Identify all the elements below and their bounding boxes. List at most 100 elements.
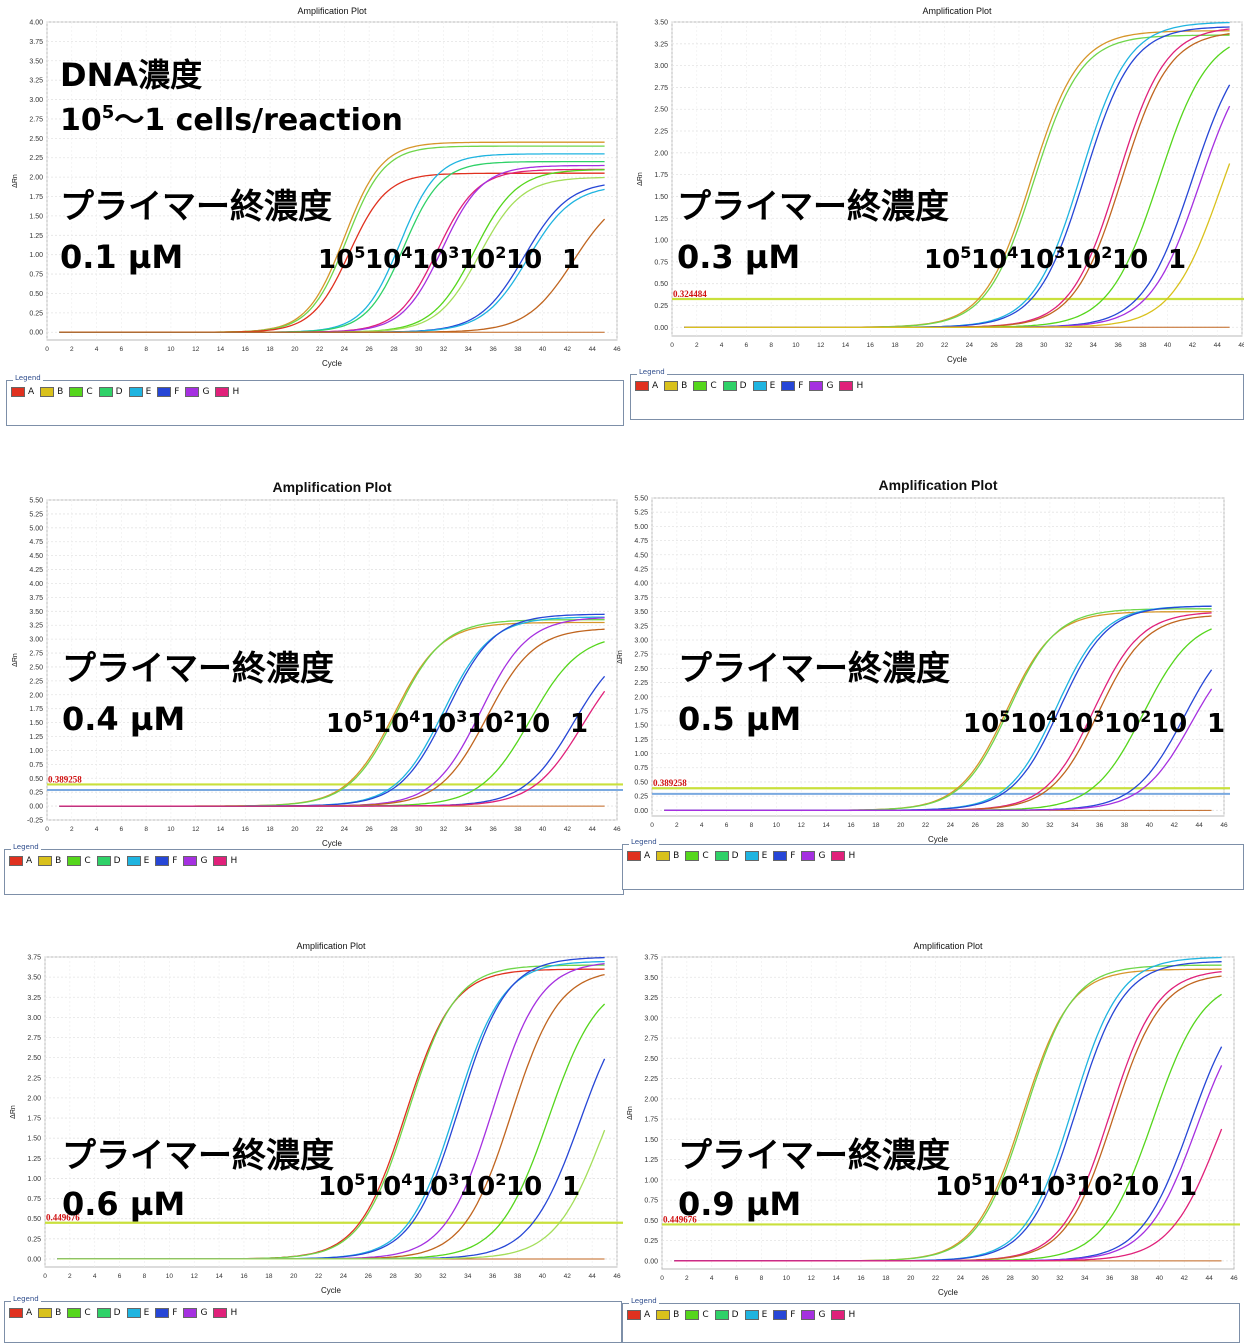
legend-label: H bbox=[848, 851, 856, 861]
legend-item[interactable]: C bbox=[69, 387, 93, 397]
legend-item[interactable]: C bbox=[685, 1310, 709, 1320]
x-tick-label: 12 bbox=[191, 1273, 199, 1280]
legend-item[interactable]: D bbox=[714, 1310, 739, 1320]
legend-item[interactable]: H bbox=[213, 1308, 237, 1318]
legend-item[interactable]: A bbox=[627, 1310, 650, 1320]
legend-item[interactable]: E bbox=[126, 856, 150, 866]
legend-item[interactable]: H bbox=[839, 381, 863, 391]
legend-label: H bbox=[856, 381, 864, 391]
legend-item[interactable]: F bbox=[157, 387, 179, 397]
x-tick-label: 16 bbox=[867, 342, 875, 349]
legend-item[interactable]: F bbox=[773, 851, 795, 861]
legend-item[interactable]: B bbox=[38, 856, 61, 866]
y-tick-label: 2.50 bbox=[29, 664, 43, 671]
x-tick-label: 44 bbox=[589, 1273, 597, 1280]
legend-item[interactable]: B bbox=[656, 851, 679, 861]
legend-swatch bbox=[627, 1310, 641, 1320]
legend-item[interactable]: D bbox=[96, 1308, 121, 1318]
x-tick-label: 0 bbox=[650, 822, 654, 829]
legend-label: D bbox=[731, 851, 739, 861]
legend-item[interactable]: D bbox=[714, 851, 739, 861]
legend-item[interactable]: H bbox=[831, 851, 855, 861]
legend-item[interactable]: G bbox=[183, 856, 207, 866]
x-tick-label: 24 bbox=[957, 1275, 965, 1282]
legend-item[interactable]: E bbox=[752, 381, 775, 391]
legend-item[interactable]: F bbox=[773, 1310, 795, 1320]
legend-item[interactable]: E bbox=[744, 1310, 767, 1320]
legend-label: D bbox=[113, 1308, 121, 1318]
legend-item[interactable]: A bbox=[9, 856, 32, 866]
legend-item[interactable]: E bbox=[744, 851, 768, 861]
legend-label: E bbox=[143, 856, 150, 866]
x-tick-label: 14 bbox=[842, 342, 850, 349]
dilution-label: 104 bbox=[971, 243, 1018, 275]
y-axis-label: ΔRn bbox=[12, 174, 19, 188]
x-tick-label: 14 bbox=[822, 822, 830, 829]
x-tick-label: 20 bbox=[916, 342, 924, 349]
legend-item[interactable]: G bbox=[801, 1310, 825, 1320]
y-tick-label: 2.50 bbox=[27, 1055, 41, 1062]
legend-item[interactable]: H bbox=[215, 387, 239, 397]
legend-item[interactable]: G bbox=[185, 387, 209, 397]
legend-swatch bbox=[831, 1310, 846, 1320]
primer-concentration-label: プライマー終濃度 bbox=[678, 1136, 950, 1176]
legend-item[interactable]: C bbox=[693, 381, 717, 391]
legend-swatch bbox=[831, 851, 846, 861]
y-tick-label: 0.00 bbox=[654, 325, 668, 332]
legend-items: A B C D E F G H bbox=[9, 856, 243, 866]
legend-item[interactable]: D bbox=[96, 856, 121, 866]
legend-item[interactable]: D bbox=[722, 381, 747, 391]
legend-item[interactable]: A bbox=[635, 381, 658, 391]
legend-item[interactable]: C bbox=[685, 851, 709, 861]
x-tick-label: 28 bbox=[390, 346, 398, 353]
legend-item[interactable]: H bbox=[213, 856, 237, 866]
legend-item[interactable]: G bbox=[809, 381, 833, 391]
legend-swatch bbox=[664, 381, 679, 391]
primer-concentration-label: プライマー終濃度 bbox=[62, 1136, 334, 1176]
x-tick-label: 32 bbox=[1056, 1275, 1064, 1282]
legend-item[interactable]: C bbox=[67, 856, 91, 866]
legend-item[interactable]: F bbox=[155, 1308, 177, 1318]
legend-item[interactable]: G bbox=[801, 851, 825, 861]
legend-item[interactable]: B bbox=[38, 1308, 61, 1318]
legend-label: E bbox=[761, 851, 768, 861]
legend-label: H bbox=[230, 1308, 238, 1318]
legend-item[interactable]: A bbox=[11, 387, 34, 397]
legend-item[interactable]: B bbox=[656, 1310, 679, 1320]
legend-item[interactable]: D bbox=[98, 387, 123, 397]
y-tick-label: 5.00 bbox=[29, 525, 43, 532]
legend-item[interactable]: F bbox=[155, 856, 177, 866]
legend-item[interactable]: B bbox=[40, 387, 63, 397]
x-tick-label: 20 bbox=[291, 346, 299, 353]
legend-label: C bbox=[702, 1310, 709, 1320]
legend-label: B bbox=[673, 1310, 680, 1320]
legend-item[interactable]: H bbox=[831, 1310, 855, 1320]
legend-item[interactable]: A bbox=[9, 1308, 32, 1318]
legend-item[interactable]: G bbox=[183, 1308, 207, 1318]
x-tick-label: 10 bbox=[792, 342, 800, 349]
y-tick-label: 3.25 bbox=[634, 623, 648, 630]
y-tick-label: 1.50 bbox=[29, 720, 43, 727]
y-tick-label: 0.25 bbox=[27, 1236, 41, 1243]
legend-item[interactable]: E bbox=[126, 1308, 149, 1318]
dilution-label: 105 bbox=[935, 1170, 982, 1202]
legend-item[interactable]: A bbox=[627, 851, 650, 861]
y-tick-label: 0.50 bbox=[654, 281, 668, 288]
legend-swatch bbox=[809, 381, 824, 391]
legend-swatch bbox=[781, 381, 796, 391]
legend-item[interactable]: B bbox=[664, 381, 687, 391]
amplification-panel-4: Amplification Plot 0.00 0.25 0.50 0.75 1.00 1.… bbox=[617, 470, 1244, 900]
legend-label: F bbox=[172, 1308, 178, 1318]
x-tick-label: 0 bbox=[45, 346, 49, 353]
y-axis-label: ΔRn bbox=[617, 650, 624, 664]
legend-swatch bbox=[685, 851, 700, 861]
legend-box: Legend A B C D E F G H bbox=[6, 374, 624, 426]
legend-label: H bbox=[230, 856, 238, 866]
legend-item[interactable]: E bbox=[128, 387, 151, 397]
y-tick-label: 4.00 bbox=[634, 581, 648, 588]
legend-item[interactable]: F bbox=[781, 381, 803, 391]
legend-item[interactable]: C bbox=[67, 1308, 91, 1318]
legend-swatch bbox=[722, 381, 737, 391]
dilution-label: 104 bbox=[1010, 707, 1057, 739]
primer-concentration-value: 0.4 µM bbox=[62, 700, 185, 738]
